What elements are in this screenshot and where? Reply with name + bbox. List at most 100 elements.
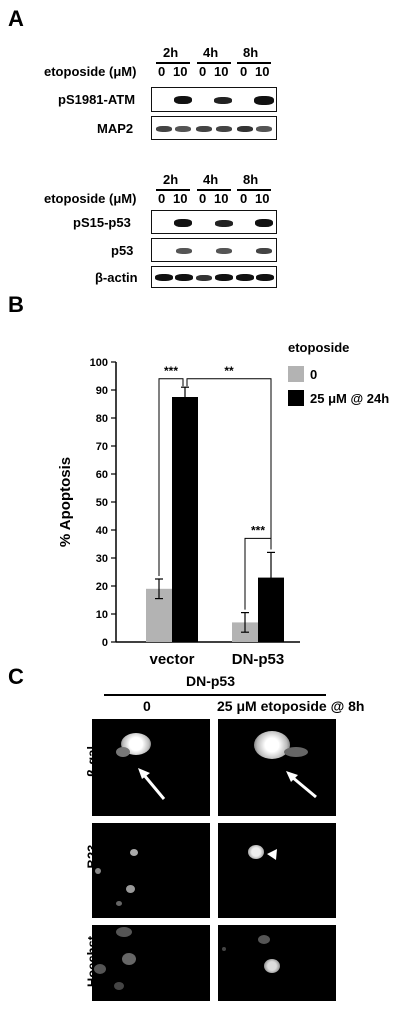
legend-title: etoposide — [288, 340, 349, 355]
micrograph-hoechst-etoposide — [218, 925, 336, 1001]
band — [196, 126, 212, 132]
band — [174, 96, 192, 104]
legend-swatch — [288, 366, 304, 382]
time-label-8h: 8h — [243, 172, 259, 187]
dose-label: 10 — [214, 64, 229, 79]
micrograph-b23-control — [92, 823, 210, 918]
x-tick-label: DN-p53 — [232, 651, 285, 668]
blot-ps1981-atm — [151, 87, 277, 112]
significance-bracket-label: ** — [224, 364, 234, 378]
micrograph-hoechst-control — [92, 925, 210, 1001]
blot-row-label-map2: MAP2 — [97, 121, 134, 136]
dose-label: 0 — [158, 191, 166, 206]
treatment-label: etoposide (μM) — [44, 191, 137, 206]
time-line — [237, 62, 271, 64]
dose-label: 0 — [240, 191, 248, 206]
nucleus — [116, 927, 132, 937]
dose-label: 0 — [199, 64, 207, 79]
significance-bracket-label: *** — [164, 364, 178, 378]
time-line — [156, 62, 190, 64]
cell-process — [116, 747, 130, 757]
legend-entry: 0 — [310, 367, 317, 382]
nucleus — [258, 935, 270, 944]
arrowhead-icon — [267, 849, 277, 860]
treatment-label: etoposide (μM) — [44, 64, 137, 79]
micrograph-beta-gal-control — [92, 719, 210, 816]
time-line — [197, 62, 231, 64]
band — [256, 248, 272, 254]
band — [155, 274, 173, 281]
nucleus — [126, 885, 135, 893]
time-line — [197, 189, 231, 191]
blot-map2 — [151, 116, 277, 140]
nucleus — [222, 947, 226, 951]
band — [237, 126, 253, 132]
significance-bracket — [158, 378, 184, 576]
panel-c-letter: C — [8, 664, 24, 689]
time-label-8h: 8h — [243, 45, 259, 60]
dose-label: 0 — [158, 64, 166, 79]
dose-label: 10 — [255, 64, 270, 79]
y-tick-label: 0 — [102, 637, 108, 649]
dose-label: 10 — [255, 191, 270, 206]
blot-ps15-p53 — [151, 210, 277, 234]
nucleus — [122, 953, 136, 965]
y-axis-label: % Apoptosis — [57, 457, 74, 547]
time-label-4h: 4h — [203, 172, 219, 187]
legend-swatch — [288, 390, 304, 406]
panel-b-letter: B — [8, 292, 24, 317]
band — [254, 96, 274, 105]
dose-label: 10 — [214, 191, 229, 206]
nucleus — [94, 964, 106, 974]
significance-bracket — [186, 378, 272, 550]
panel-c-column-0: 0 — [143, 698, 151, 714]
panel-a-letter: A — [8, 6, 24, 31]
band — [214, 97, 232, 104]
band — [215, 220, 233, 227]
arrow-icon — [286, 771, 317, 799]
time-line — [156, 189, 190, 191]
blot-row-label-ps15-p53: pS15-p53 — [73, 215, 131, 230]
band — [255, 219, 273, 227]
y-tick-label: 100 — [90, 357, 108, 369]
blot-row-label-beta-actin: β-actin — [95, 270, 138, 285]
cell-body — [254, 731, 290, 759]
y-tick-label: 10 — [96, 609, 108, 621]
band — [256, 274, 274, 281]
micrograph-b23-etoposide — [218, 823, 336, 918]
y-tick-label: 70 — [96, 441, 108, 453]
y-tick-label: 50 — [96, 497, 108, 509]
x-tick-label: vector — [149, 651, 194, 668]
band — [174, 219, 192, 227]
band — [215, 274, 233, 281]
micrograph-beta-gal-etoposide — [218, 719, 336, 816]
dose-label: 0 — [240, 64, 248, 79]
y-tick-label: 90 — [96, 385, 108, 397]
time-label-2h: 2h — [163, 45, 179, 60]
nucleus — [248, 845, 264, 859]
nucleus — [116, 901, 122, 906]
nucleus — [264, 959, 280, 973]
significance-bracket — [244, 537, 272, 610]
nucleus — [114, 982, 124, 990]
band — [196, 275, 212, 281]
panel-c-header: DN-p53 — [186, 673, 236, 689]
band — [236, 274, 254, 281]
blot-beta-actin — [151, 266, 277, 288]
band — [156, 126, 172, 132]
band — [175, 126, 191, 132]
dose-label: 0 — [199, 191, 207, 206]
y-tick-label: 20 — [96, 581, 108, 593]
panel-c-header-line — [104, 694, 326, 696]
band — [216, 248, 232, 254]
dose-label: 10 — [173, 64, 188, 79]
y-tick-label: 80 — [96, 413, 108, 425]
bar — [172, 397, 198, 642]
blot-row-label-ps1981-atm: pS1981-ATM — [58, 92, 136, 107]
legend-entry: 25 μM @ 24h — [310, 391, 389, 406]
time-label-4h: 4h — [203, 45, 219, 60]
blot-p53 — [151, 238, 277, 262]
panel-c-column-1: 25 μM etoposide @ 8h — [217, 698, 365, 714]
arrow-icon — [138, 768, 166, 800]
band — [175, 274, 193, 281]
